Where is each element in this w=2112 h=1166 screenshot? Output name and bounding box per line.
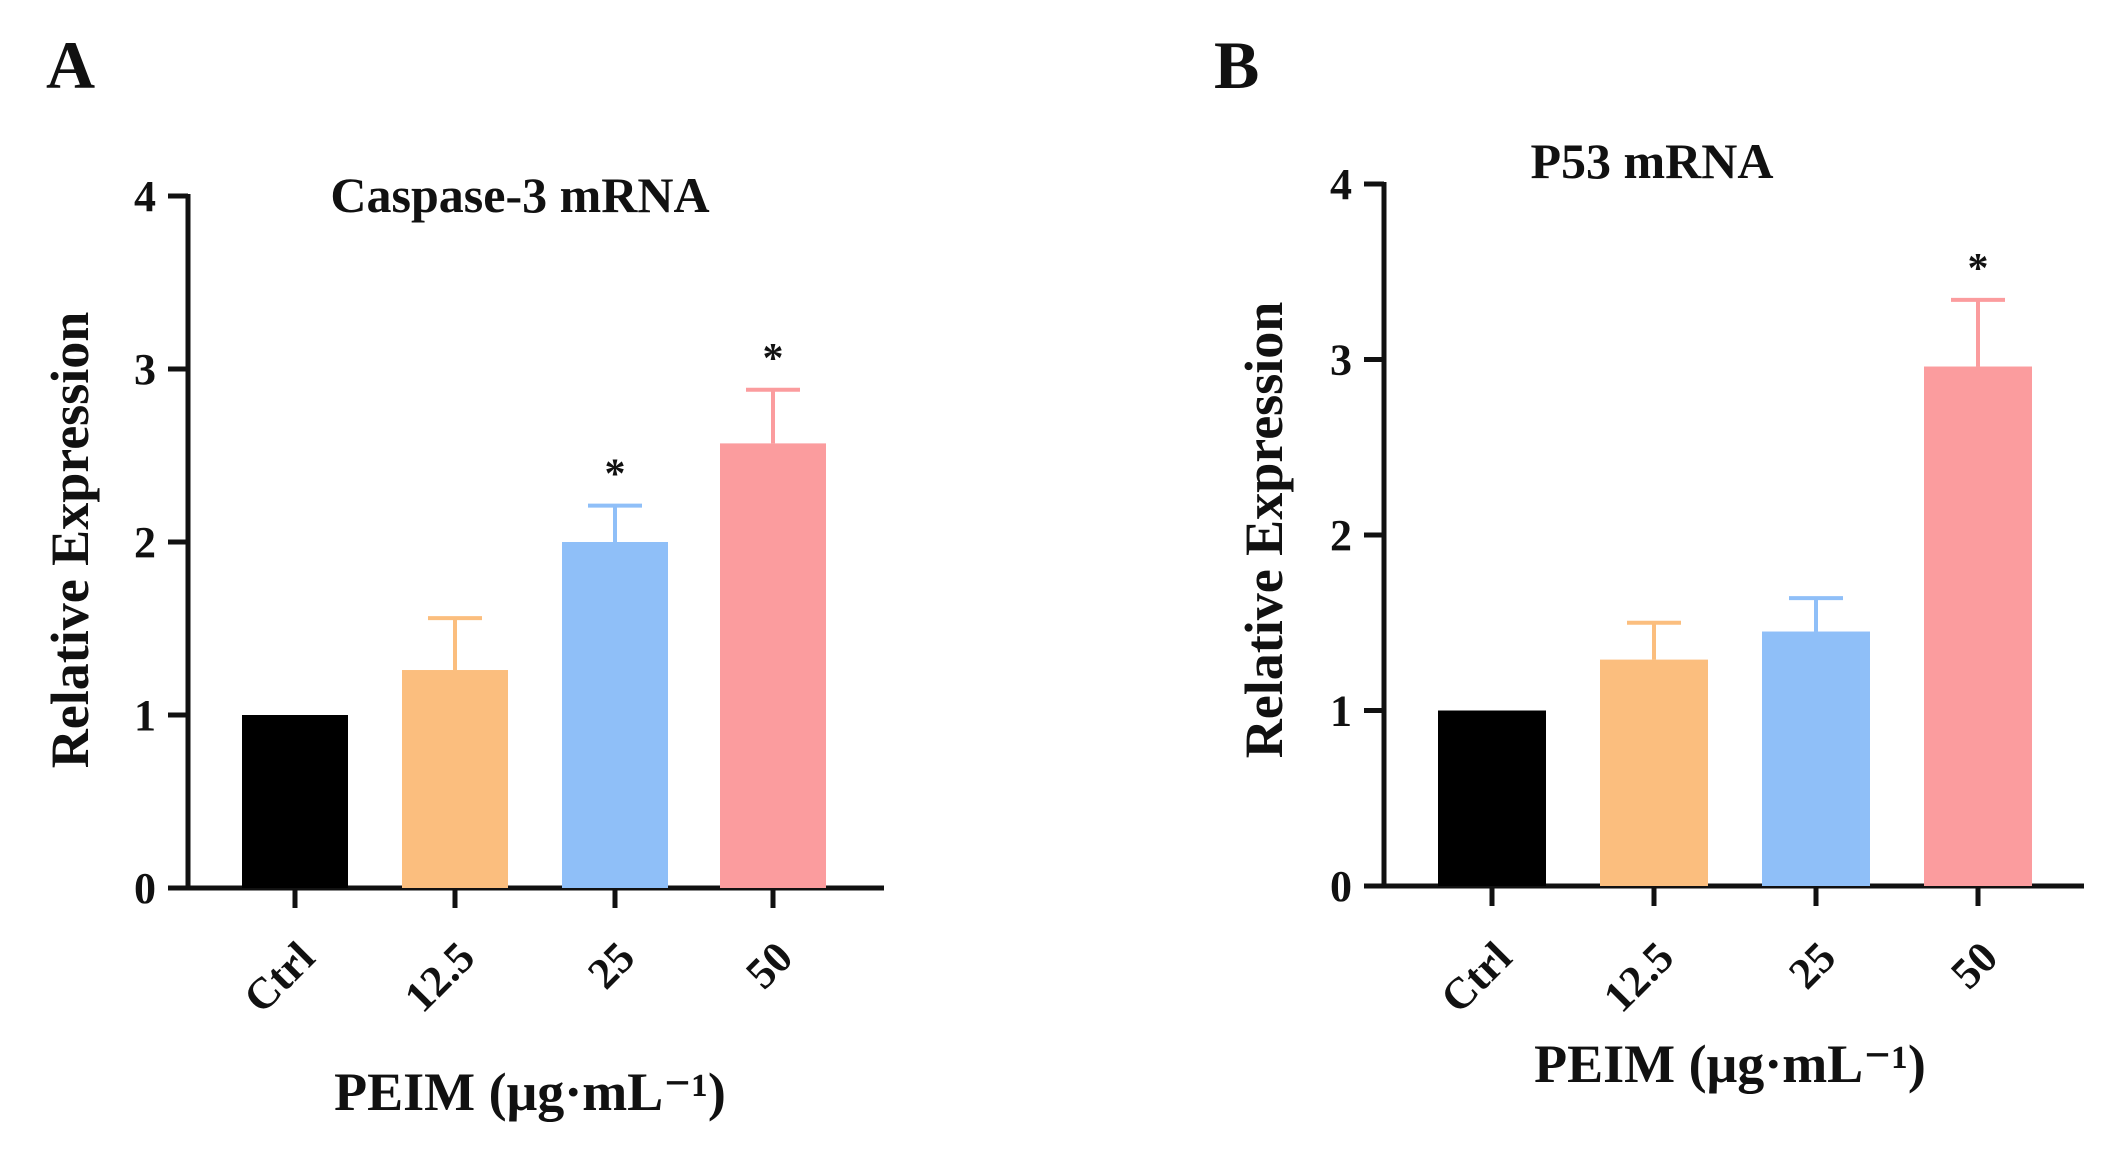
- panel-b-bar-ctrl: [1438, 710, 1546, 886]
- panel-a-y-tick-label: 4: [134, 172, 156, 221]
- panel-a: A Caspase-3 mRNA Relative Expression PEI…: [40, 27, 884, 1122]
- panel-b-y-tick-label: 0: [1330, 862, 1352, 911]
- panel-b-y-axis-title: Relative Expression: [1234, 302, 1294, 759]
- panel-a-title: Caspase-3 mRNA: [330, 167, 709, 223]
- panel-a-category-label: 25: [578, 932, 644, 998]
- panel-b-y-tick-label: 1: [1330, 687, 1352, 736]
- panel-b-label: B: [1214, 27, 1259, 103]
- panel-b-category-label: Ctrl: [1431, 932, 1521, 1022]
- panel-b-y-tick-label: 4: [1330, 160, 1352, 209]
- panel-b-x-axis-title: PEIM (μg·mL⁻¹): [1534, 1034, 1926, 1094]
- panel-a-significance-mark: *: [763, 336, 784, 382]
- panel-a-category-label: Ctrl: [234, 932, 324, 1022]
- panel-b-bar-25: [1762, 631, 1870, 886]
- panel-b-category-label: 12.5: [1594, 932, 1683, 1021]
- panel-a-label: A: [46, 27, 95, 103]
- panel-b-y-tick-label: 3: [1330, 336, 1352, 385]
- panel-b-y-tick-label: 2: [1330, 511, 1352, 560]
- panel-b-bar-12-5: [1600, 659, 1708, 886]
- panel-a-bar-25: [562, 542, 668, 888]
- panel-b-plot-area: 0 1 2 3 4 Ctrl 12.5 25 50 *: [1330, 160, 2084, 1022]
- panel-b-category-label: 25: [1779, 932, 1845, 998]
- panel-a-bar-50: [720, 443, 826, 888]
- panel-a-y-tick-label: 3: [134, 345, 156, 394]
- panel-a-y-tick-label: 1: [134, 691, 156, 740]
- panel-b-category-label: 50: [1941, 932, 2007, 998]
- panel-a-x-axis-title: PEIM (μg·mL⁻¹): [334, 1062, 726, 1122]
- panel-b: B P53 mRNA Relative Expression PEIM (μg·…: [1214, 27, 2084, 1094]
- panel-a-significance-mark: *: [605, 452, 626, 498]
- panel-a-bar-ctrl: [242, 715, 348, 888]
- panel-a-category-label: 12.5: [395, 932, 484, 1021]
- panel-a-category-label: 50: [736, 932, 802, 998]
- panel-b-title: P53 mRNA: [1530, 133, 1773, 189]
- panel-a-y-tick-label: 2: [134, 518, 156, 567]
- panel-a-plot-area: 0 1 2 3 4 Ctrl 12.5 25 * 50 *: [134, 172, 884, 1022]
- panel-a-bar-12-5: [402, 670, 508, 888]
- panel-a-y-tick-label: 0: [134, 864, 156, 913]
- panel-b-significance-mark: *: [1968, 246, 1989, 292]
- panel-a-y-axis-title: Relative Expression: [40, 312, 100, 769]
- panel-b-bar-50: [1924, 366, 2032, 886]
